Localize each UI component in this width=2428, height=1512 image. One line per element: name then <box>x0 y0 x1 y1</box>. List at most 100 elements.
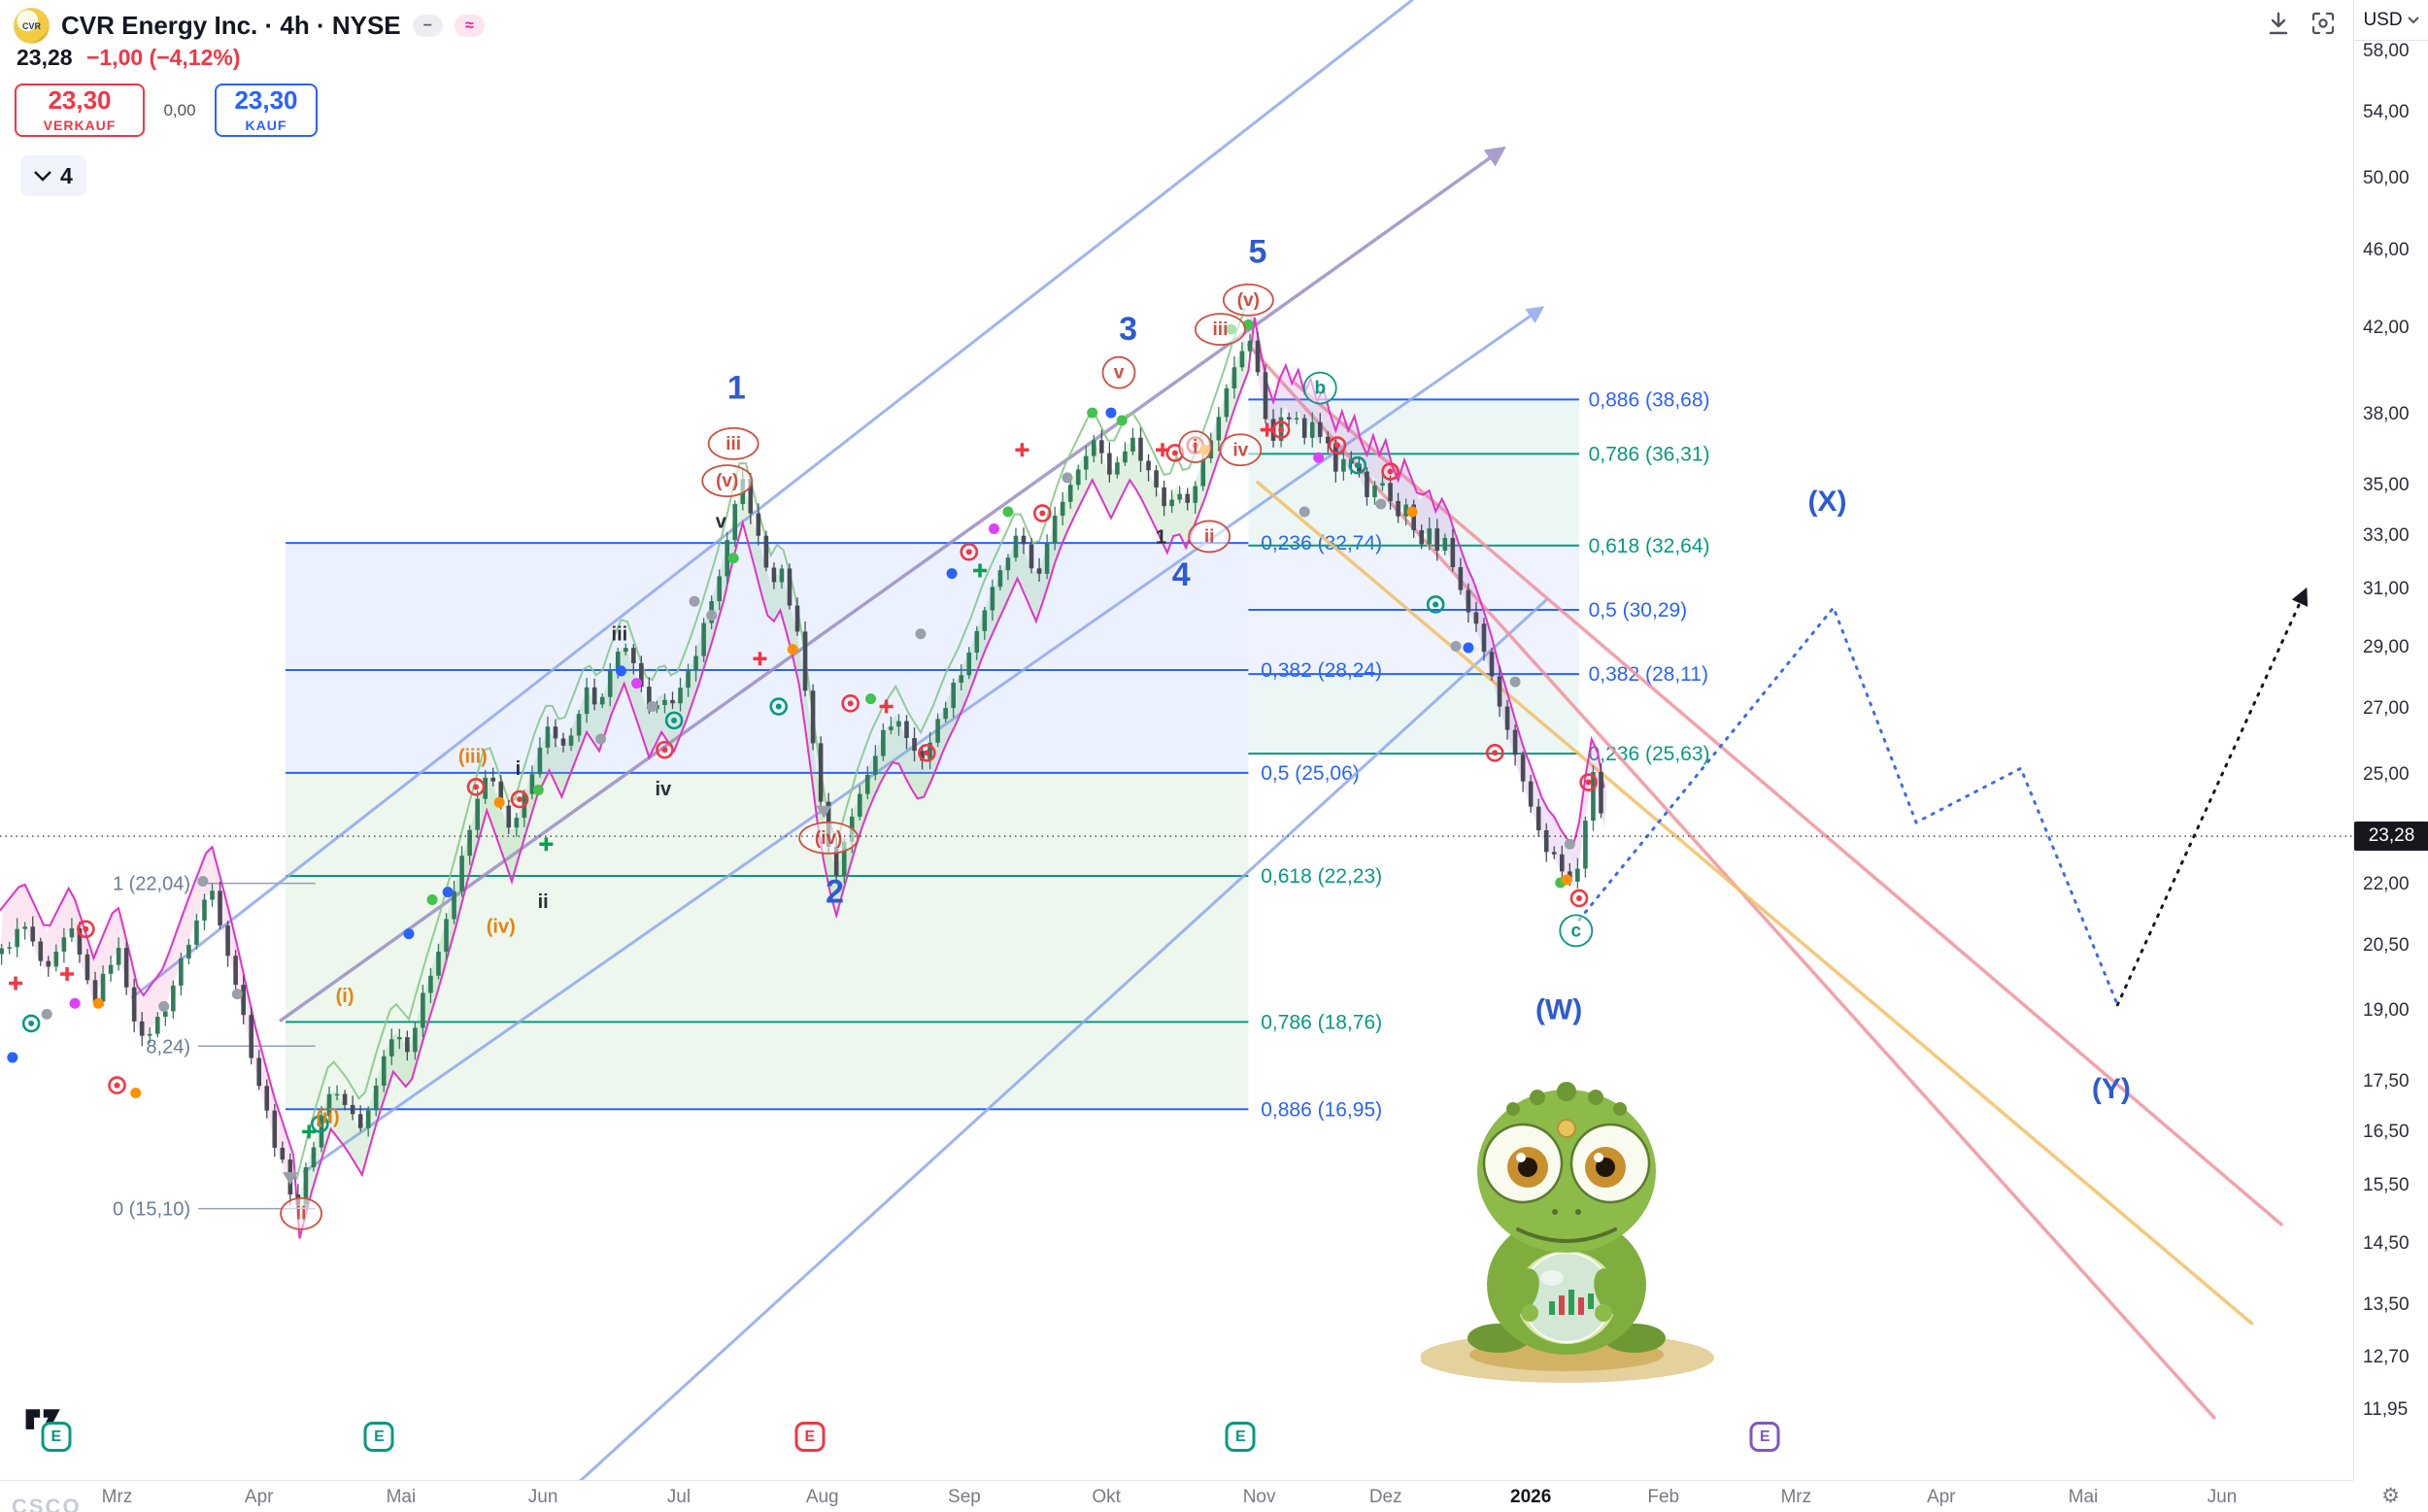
signal-dot-marker[interactable] <box>7 1052 18 1063</box>
wave-wxy-label[interactable]: (X) <box>1807 486 1846 518</box>
wave-circled-label[interactable]: v <box>1114 363 1125 384</box>
signal-plus-marker[interactable] <box>9 976 23 991</box>
fib-level-label[interactable]: 0,236 (25,63) <box>1589 743 1710 765</box>
signal-plus-marker[interactable] <box>753 652 767 666</box>
signal-ring-marker[interactable] <box>108 1076 126 1094</box>
earnings-badge[interactable]: E <box>1749 1422 1780 1452</box>
fib-level-label[interactable]: 0,382 (28,11) <box>1589 663 1708 686</box>
signal-ring-marker[interactable] <box>1032 504 1052 522</box>
wave-circled-label[interactable]: iv <box>1232 440 1248 460</box>
wave-circled-label[interactable]: ii <box>296 1204 307 1225</box>
signal-dot-marker[interactable] <box>1561 874 1572 886</box>
price-scale[interactable]: 23,28 58,00 54,00 50,00 46,00 42,00 38,00 35,0… <box>2353 0 2428 1480</box>
signal-ring-marker[interactable] <box>510 790 529 809</box>
fib-level-label[interactable]: 0,5 (30,29) <box>1589 599 1688 622</box>
download-icon[interactable] <box>2259 4 2298 43</box>
signal-ring-marker[interactable] <box>21 1014 41 1033</box>
signal-dot-marker[interactable] <box>231 989 243 1000</box>
wave-minute-label[interactable]: (iv) <box>487 917 516 938</box>
wave-minor-label[interactable]: i <box>516 758 522 780</box>
signal-dot-marker[interactable] <box>1450 640 1462 652</box>
signal-dot-marker[interactable] <box>865 693 877 705</box>
signal-dot-marker[interactable] <box>631 678 643 689</box>
wave-number-label[interactable]: 2 <box>826 874 844 911</box>
signal-ring-marker[interactable] <box>1328 436 1347 454</box>
collapse-drawings-button[interactable]: 4 <box>20 155 86 196</box>
sell-button[interactable]: 23,30 VERKAUF <box>15 84 145 137</box>
wave-circled-label[interactable]: iii <box>725 434 741 454</box>
wave-wxy-label[interactable]: (W) <box>1535 994 1582 1026</box>
fib-level-label[interactable]: 0,886 (38,68) <box>1589 388 1710 411</box>
signal-ring-marker[interactable] <box>1271 420 1291 439</box>
signal-dot-marker[interactable] <box>41 1008 52 1020</box>
signal-ring-marker[interactable] <box>841 694 860 713</box>
wave-circled-label[interactable]: (iv) <box>815 828 843 849</box>
signal-ring-marker[interactable] <box>918 744 936 762</box>
signal-dot-marker[interactable] <box>426 894 438 906</box>
symbol-title[interactable]: CVR Energy Inc. · 4h · NYSE <box>61 11 401 40</box>
signal-dot-marker[interactable] <box>1406 506 1418 518</box>
signal-ring-marker[interactable] <box>1579 773 1598 791</box>
signal-ring-marker[interactable] <box>466 778 486 796</box>
signal-plus-marker[interactable] <box>973 563 988 578</box>
signal-ring-marker[interactable] <box>656 740 674 759</box>
signal-dot-marker[interactable] <box>1105 407 1117 419</box>
signal-dot-marker[interactable] <box>1564 838 1575 850</box>
signal-ring-marker[interactable] <box>664 711 684 730</box>
wave-number-label[interactable]: 5 <box>1249 233 1267 270</box>
signal-dot-marker[interactable] <box>1087 407 1098 419</box>
earnings-badge[interactable]: E <box>363 1422 394 1452</box>
fib-level-label[interactable]: 0,618 (22,23) <box>1261 865 1382 888</box>
signal-dot-marker[interactable] <box>1509 676 1521 688</box>
signal-dot-marker[interactable] <box>1062 472 1073 484</box>
wave-minor-label[interactable]: 1 <box>1156 526 1166 548</box>
earnings-badge[interactable]: E <box>41 1422 72 1452</box>
signal-ring-marker[interactable] <box>960 543 979 561</box>
wave-circle[interactable] <box>1188 520 1231 554</box>
wave-minute-label[interactable]: (i) <box>336 986 354 1007</box>
trendline[interactable] <box>131 0 1414 999</box>
signal-dot-marker[interactable] <box>615 665 626 677</box>
wave-circled-label[interactable]: b <box>1314 379 1326 399</box>
fib-level-label[interactable]: 0,5 (25,06) <box>1261 762 1360 785</box>
fib-level-label[interactable]: 0,236 (32,74) <box>1261 532 1382 554</box>
wave-minor-label[interactable]: iv <box>656 779 673 800</box>
signal-dot-marker[interactable] <box>197 875 209 887</box>
signal-dot-marker[interactable] <box>689 595 700 607</box>
signal-plus-marker[interactable] <box>302 1125 317 1139</box>
earnings-badge[interactable]: E <box>794 1422 826 1452</box>
signal-plus-marker[interactable] <box>879 699 894 714</box>
signal-ring-marker[interactable] <box>1381 462 1399 481</box>
signal-ring-marker[interactable] <box>311 1115 329 1133</box>
signal-dot-marker[interactable] <box>158 1000 170 1012</box>
signal-dot-marker[interactable] <box>69 997 81 1009</box>
signal-ring-marker[interactable] <box>1348 455 1367 475</box>
signal-dot-marker[interactable] <box>130 1088 142 1099</box>
trendline[interactable] <box>1256 480 2254 1326</box>
hide-indicator-pill[interactable]: − <box>412 15 443 37</box>
wave-circle[interactable] <box>701 464 754 498</box>
fib-level-label[interactable]: 0,786 (36,31) <box>1589 443 1710 465</box>
screenshot-icon[interactable] <box>2304 4 2343 43</box>
fib-level-label[interactable]: 0,886 (16,95) <box>1261 1098 1382 1121</box>
signal-plus-marker[interactable] <box>1015 443 1029 457</box>
projection-paths[interactable] <box>1577 587 2309 1007</box>
earnings-badge[interactable]: E <box>1225 1422 1256 1452</box>
wave-circle[interactable] <box>798 821 860 855</box>
signal-ring-marker[interactable] <box>1569 889 1589 908</box>
wave-circle[interactable] <box>1101 355 1136 389</box>
wave-circle[interactable] <box>1219 433 1263 467</box>
signal-dot-marker[interactable] <box>1298 506 1310 518</box>
currency-dropdown[interactable]: USD <box>2353 0 2428 41</box>
signal-dot-marker[interactable] <box>595 733 607 745</box>
signal-dot-marker[interactable] <box>442 887 454 898</box>
signal-ring-marker[interactable] <box>769 697 789 716</box>
wave-circle[interactable] <box>1178 430 1213 463</box>
signal-dot-marker[interactable] <box>988 522 999 534</box>
wave-circle[interactable] <box>1222 283 1274 317</box>
signal-dot-marker[interactable] <box>493 796 505 808</box>
signal-triangle-marker[interactable] <box>816 805 832 819</box>
mini-fib-label[interactable]: 1 (22,04) <box>113 874 190 895</box>
signal-ring-marker[interactable] <box>1426 595 1445 614</box>
